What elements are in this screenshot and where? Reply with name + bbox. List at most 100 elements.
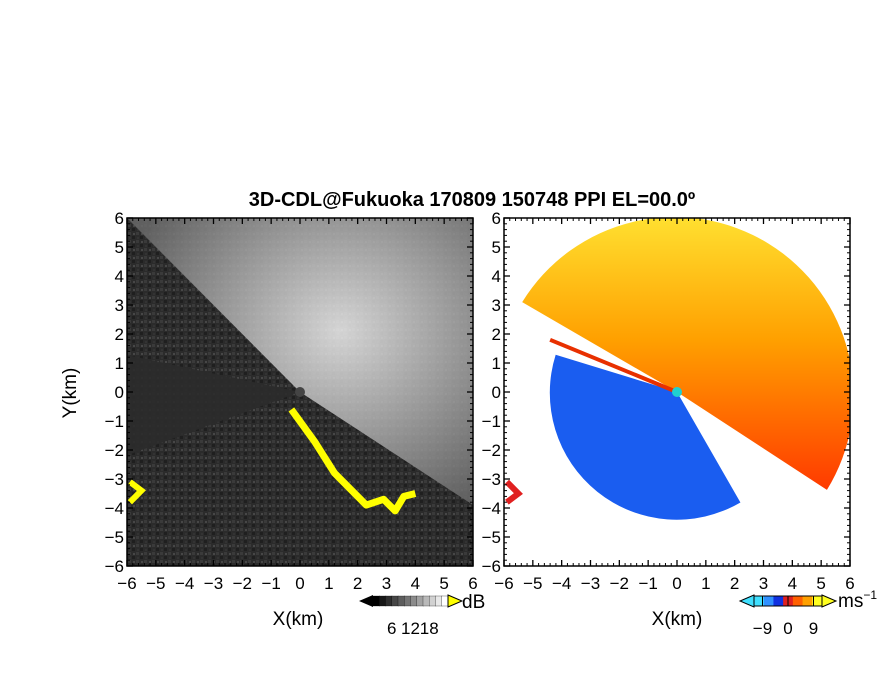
y-tick-label: 3 <box>115 296 124 315</box>
y-tick-label: −1 <box>482 412 501 431</box>
intensity-colorbar-cell <box>410 595 418 607</box>
x-tick-label: −6 <box>117 574 136 593</box>
radar-site-marker-velocity <box>672 387 682 397</box>
y-tick-label: −3 <box>482 470 501 489</box>
x-tick-label: −6 <box>494 574 513 593</box>
y-tick-label: −6 <box>105 557 124 576</box>
velocity-colorbar-tick: 0 <box>783 619 792 638</box>
y-tick-label: 6 <box>115 209 124 228</box>
x-tick-label: −5 <box>146 574 165 593</box>
intensity-y-tick-labels: −6 −5 −4 −3 −2 −1 0 1 2 3 4 5 6 <box>105 209 124 576</box>
velocity-left-edge <box>504 479 523 505</box>
intensity-x-axis-title: X(km) <box>273 609 324 630</box>
intensity-colorbar: dB 6 12 18 <box>359 592 485 638</box>
flagged-echo <box>288 407 417 515</box>
y-tick-label: 0 <box>492 383 501 402</box>
x-tick-label: −1 <box>261 574 280 593</box>
velocity-colorbar-cell <box>802 596 813 606</box>
x-tick-label: −4 <box>552 574 571 593</box>
x-tick-label: 1 <box>701 574 710 593</box>
velocity-colorbar-tick: −9 <box>753 619 772 638</box>
y-tick-label: −6 <box>482 557 501 576</box>
intensity-dark-wedge <box>127 355 300 456</box>
y-tick-label: −3 <box>105 470 124 489</box>
intensity-colorbar-cells <box>372 595 449 607</box>
intensity-colorbar-cell <box>422 595 430 607</box>
velocity-colorbar-cell <box>812 596 823 606</box>
intensity-panel: −6 −5 −4 −3 −2 −1 0 1 2 3 4 5 6 −6−5−4−3−2−10123456 … <box>60 209 478 630</box>
velocity-y-tick-labels: −6 −5 −4 −3 −2 −1 0 1 2 3 4 5 6 <box>482 209 501 576</box>
x-tick-label: 6 <box>845 574 854 593</box>
x-tick-label: −1 <box>638 574 657 593</box>
y-tick-label: −5 <box>482 528 501 547</box>
intensity-x-tick-labels: −6 −5 −4 −3 −2 −1 0 1 2 3 4 5 6 <box>117 574 477 593</box>
velocity-colorbar-cell <box>754 596 765 606</box>
x-tick-label: 5 <box>439 574 448 593</box>
y-tick-label: 2 <box>115 325 124 344</box>
x-tick-label: 6 <box>468 574 477 593</box>
intensity-colorbar-tick: 6 <box>387 619 396 638</box>
x-tick-label: 3 <box>382 574 391 593</box>
y-tick-label: 4 <box>115 267 124 286</box>
y-tick-label: 2 <box>492 325 501 344</box>
x-tick-label: 4 <box>411 574 420 593</box>
x-tick-label: 5 <box>816 574 825 593</box>
intensity-colorbar-cell <box>397 595 405 607</box>
y-tick-label: −1 <box>105 412 124 431</box>
velocity-axis-ticks <box>503 217 851 567</box>
y-tick-label: 5 <box>115 238 124 257</box>
intensity-colorbar-cell <box>385 595 393 607</box>
approaching-velocity-region <box>549 354 741 520</box>
intensity-colorbar-tick: 18 <box>420 619 439 638</box>
y-tick-label: 1 <box>115 354 124 373</box>
intensity-colorbar-unit: dB <box>462 592 485 613</box>
intensity-colorbar-cell <box>391 595 399 607</box>
velocity-colorbar-tick: 9 <box>809 619 818 638</box>
flagged-echo-left-edge <box>127 479 146 505</box>
velocity-unit-exponent: −1 <box>863 588 877 602</box>
intensity-colorbar-cell <box>404 595 412 607</box>
x-tick-label: 1 <box>324 574 333 593</box>
intensity-colorbar-cell <box>372 595 380 607</box>
y-tick-label: 1 <box>492 354 501 373</box>
radar-site-marker <box>295 387 305 397</box>
velocity-x-axis-title: X(km) <box>652 609 703 630</box>
x-tick-label: −3 <box>204 574 223 593</box>
y-tick-label: −2 <box>105 441 124 460</box>
x-tick-label: 0 <box>672 574 681 593</box>
intensity-colorbar-right-arrow <box>447 594 464 608</box>
receding-velocity-region <box>522 218 850 490</box>
intensity-colorbar-cell <box>379 595 387 607</box>
intensity-colorbar-cell <box>441 595 449 607</box>
velocity-colorbar-tick-labels: −9 0 9 <box>753 596 818 638</box>
intensity-fan <box>127 218 473 505</box>
intensity-y-axis-title: Y(km) <box>60 368 81 419</box>
y-tick-label: 0 <box>115 383 124 402</box>
y-tick-label: 3 <box>492 296 501 315</box>
x-tick-label: −2 <box>610 574 629 593</box>
velocity-colorbar-cell <box>792 596 804 606</box>
x-tick-label: −2 <box>233 574 252 593</box>
x-tick-label: 0 <box>295 574 304 593</box>
velocity-panel: −6 −5 −4 −3 −2 −1 0 1 2 3 4 5 6 −6−5−4−3−2−10123456 … <box>482 209 855 630</box>
y-tick-label: 5 <box>492 238 501 257</box>
x-tick-label: −5 <box>523 574 542 593</box>
velocity-colorbar-cell <box>773 596 784 606</box>
intensity-colorbar-left-arrow <box>359 595 373 607</box>
intensity-colorbar-tick: 12 <box>401 619 420 638</box>
velocity-colorbar-cell <box>763 596 774 606</box>
velocity-streak <box>549 337 678 394</box>
y-tick-label: −5 <box>105 528 124 547</box>
velocity-unit-base: ms <box>838 591 863 612</box>
intensity-colorbar-cell <box>429 595 437 607</box>
x-tick-label: 2 <box>353 574 362 593</box>
x-tick-label: 4 <box>788 574 797 593</box>
intensity-colorbar-cell <box>435 595 443 607</box>
intensity-colorbar-tick-labels: 6 12 18 <box>387 619 439 638</box>
y-tick-label: 4 <box>492 267 501 286</box>
velocity-colorbar-right-arrow <box>821 594 838 608</box>
chart-title: 3D-CDL@Fukuoka 170809 150748 PPI EL=00.0… <box>249 189 695 211</box>
x-tick-label: 3 <box>759 574 768 593</box>
